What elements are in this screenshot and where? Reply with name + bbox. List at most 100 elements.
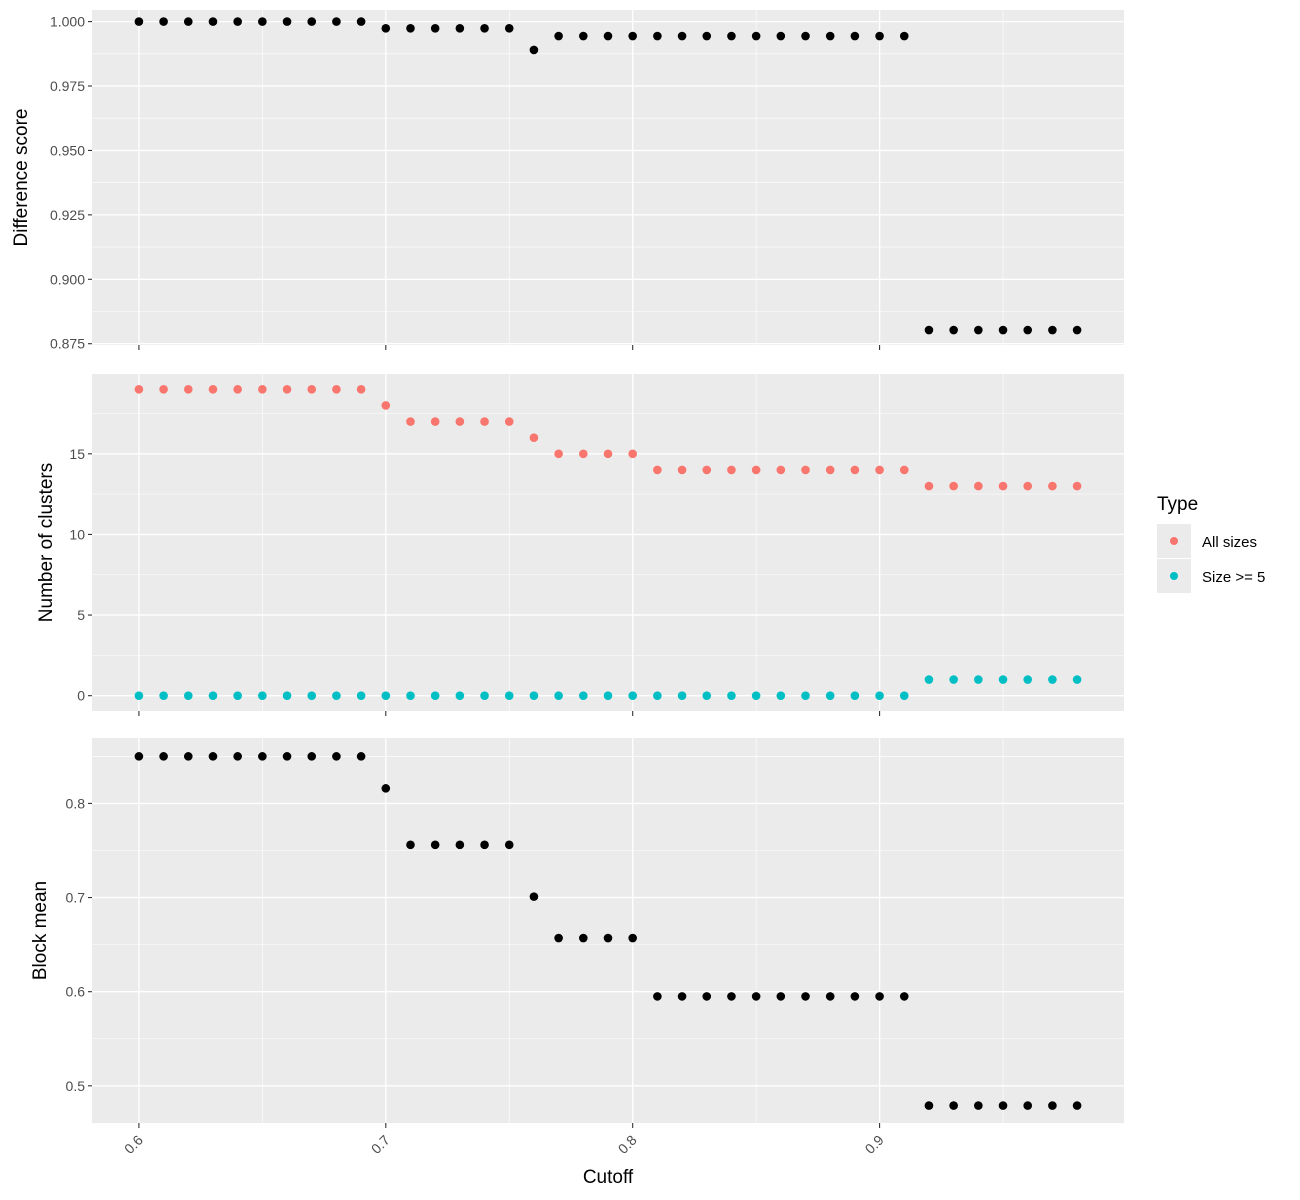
- point-series: [381, 23, 391, 33]
- point-all-sizes: [258, 385, 267, 394]
- point-series: [554, 933, 563, 943]
- point-all-sizes: [924, 481, 934, 491]
- y-axis-title-number-of-clusters: Number of clusters: [36, 463, 57, 622]
- point-series: [850, 992, 860, 1001]
- point-size-5: [653, 691, 662, 700]
- point-all-sizes: [899, 465, 909, 475]
- point-series: [899, 992, 909, 1001]
- point-series: [825, 992, 835, 1001]
- x-axis-title: Cutoff: [583, 1167, 634, 1188]
- y-tick-label: 0.950: [50, 142, 85, 158]
- point-size-5: [529, 691, 539, 700]
- point-series: [455, 23, 465, 33]
- point-all-sizes: [208, 385, 218, 394]
- point-series: [727, 992, 736, 1001]
- point-series: [924, 325, 934, 335]
- point-series: [332, 752, 341, 761]
- point-series: [159, 17, 168, 26]
- x-tick-label: 0.8: [615, 1132, 640, 1157]
- point-series: [134, 17, 144, 26]
- y-tick-label: 0.975: [50, 78, 85, 94]
- point-series: [579, 31, 588, 41]
- point-all-sizes: [233, 385, 242, 394]
- y-tick-label: 0.6: [66, 984, 86, 1000]
- point-size-5: [1048, 675, 1057, 684]
- point-all-sizes: [159, 385, 168, 394]
- point-series: [1048, 325, 1057, 335]
- point-size-5: [430, 691, 440, 700]
- point-all-sizes: [282, 385, 292, 394]
- point-series: [480, 840, 489, 850]
- point-series: [430, 840, 440, 850]
- point-series: [702, 31, 712, 41]
- point-size-5: [406, 691, 415, 700]
- point-size-5: [677, 691, 687, 700]
- point-size-5: [702, 691, 712, 700]
- point-size-5: [480, 691, 489, 700]
- point-size-5: [183, 691, 193, 700]
- point-all-sizes: [554, 449, 563, 459]
- point-series: [924, 1101, 934, 1110]
- point-series: [998, 1101, 1008, 1110]
- point-series: [653, 31, 662, 41]
- point-all-sizes: [974, 481, 983, 491]
- point-all-sizes: [1072, 481, 1082, 491]
- y-tick-label: 0.5: [66, 1078, 86, 1094]
- panel-background: [92, 738, 1124, 1123]
- point-series: [208, 17, 218, 26]
- panel-number-of-clusters: 0 5 10 15 Number of clusters: [36, 374, 1124, 716]
- point-series: [356, 17, 366, 26]
- point-series: [529, 892, 539, 901]
- point-series: [751, 31, 761, 41]
- point-series: [1072, 325, 1082, 335]
- point-all-sizes: [751, 465, 761, 475]
- point-all-sizes: [1023, 481, 1033, 491]
- x-tick-label: 0.9: [862, 1132, 887, 1157]
- y-tick-label: 0: [77, 688, 85, 704]
- point-all-sizes: [183, 385, 193, 394]
- point-all-sizes: [579, 449, 588, 459]
- point-size-5: [455, 691, 465, 700]
- point-series: [1072, 1101, 1082, 1110]
- point-series: [504, 23, 514, 33]
- point-size-5: [899, 691, 909, 700]
- point-series: [159, 752, 168, 761]
- point-all-sizes: [381, 401, 391, 410]
- point-series: [406, 840, 415, 850]
- point-size-5: [579, 691, 588, 700]
- point-series: [998, 325, 1008, 335]
- point-all-sizes: [628, 449, 637, 459]
- point-series: [430, 23, 440, 33]
- legend: Type All sizes Size >= 5: [1157, 494, 1265, 593]
- point-size-5: [727, 691, 736, 700]
- point-series: [1023, 325, 1033, 335]
- point-size-5: [974, 675, 983, 684]
- y-axis-title-block-mean: Block mean: [30, 881, 51, 980]
- point-all-sizes: [134, 385, 144, 394]
- point-all-sizes: [776, 465, 786, 475]
- point-series: [751, 992, 761, 1001]
- point-all-sizes: [677, 465, 687, 475]
- point-size-5: [1072, 675, 1082, 684]
- point-series: [875, 31, 884, 41]
- y-tick-label: 15: [69, 446, 85, 462]
- point-all-sizes: [406, 417, 415, 426]
- y-tick-label: 0.925: [50, 207, 85, 223]
- legend-label-all-sizes: All sizes: [1202, 534, 1257, 551]
- point-all-sizes: [430, 417, 440, 426]
- panel-block-mean: 0.5 0.6 0.7 0.8 Block mean: [30, 738, 1124, 1128]
- point-all-sizes: [455, 417, 465, 426]
- point-series: [949, 1101, 958, 1110]
- point-size-5: [233, 691, 242, 700]
- y-tick-label: 1.000: [50, 14, 85, 30]
- panel-difference-score: 0.875 0.900 0.925 0.950 0.975 1.000 Difference…: [11, 10, 1124, 352]
- point-size-5: [751, 691, 761, 700]
- point-series: [406, 23, 415, 33]
- point-series: [307, 752, 317, 761]
- point-series: [974, 1101, 983, 1110]
- point-series: [603, 31, 613, 41]
- legend-dot-all-sizes: [1170, 537, 1178, 545]
- y-tick-label: 0.900: [50, 271, 85, 287]
- point-series: [233, 752, 242, 761]
- point-size-5: [159, 691, 168, 700]
